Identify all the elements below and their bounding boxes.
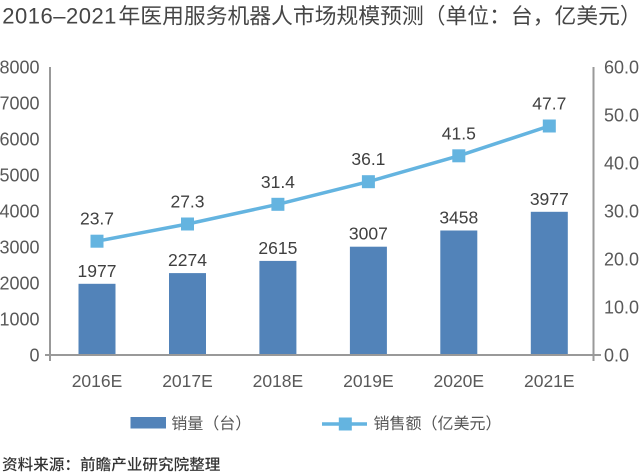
svg-text:2016–2021: 2016–2021 <box>2 4 117 29</box>
svg-text:4000: 4000 <box>0 202 40 222</box>
svg-text:3000: 3000 <box>0 238 40 258</box>
svg-text:2020E: 2020E <box>433 371 484 391</box>
svg-text:47.7: 47.7 <box>532 94 566 114</box>
svg-text:50.0: 50.0 <box>604 106 639 126</box>
svg-text:2019E: 2019E <box>343 371 394 391</box>
svg-text:2000: 2000 <box>0 274 40 294</box>
svg-text:10.0: 10.0 <box>604 298 639 318</box>
svg-text:3977: 3977 <box>530 189 569 209</box>
svg-text:41.5: 41.5 <box>442 123 476 143</box>
svg-text:0: 0 <box>29 346 39 366</box>
svg-text:30.0: 30.0 <box>604 202 639 222</box>
svg-text:1977: 1977 <box>78 261 117 281</box>
svg-text:2615: 2615 <box>258 238 297 258</box>
svg-text:40.0: 40.0 <box>604 154 639 174</box>
svg-text:1000: 1000 <box>0 310 40 330</box>
svg-text:6000: 6000 <box>0 130 40 150</box>
svg-text:23.7: 23.7 <box>80 209 114 229</box>
svg-text:2018E: 2018E <box>253 371 304 391</box>
svg-text:5000: 5000 <box>0 166 40 186</box>
svg-text:2274: 2274 <box>168 250 207 270</box>
svg-text:27.3: 27.3 <box>170 192 204 212</box>
svg-text:60.0: 60.0 <box>604 58 639 78</box>
svg-text:2017E: 2017E <box>162 371 213 391</box>
svg-text:36.1: 36.1 <box>351 149 385 169</box>
svg-text:7000: 7000 <box>0 94 40 114</box>
svg-text:3458: 3458 <box>439 208 478 228</box>
svg-text:3007: 3007 <box>349 224 388 244</box>
svg-text:20.0: 20.0 <box>604 250 639 270</box>
svg-text:0.0: 0.0 <box>604 346 629 366</box>
svg-text:2021E: 2021E <box>524 371 575 391</box>
svg-text:2016E: 2016E <box>72 371 123 391</box>
svg-text:8000: 8000 <box>0 58 40 78</box>
svg-text:31.4: 31.4 <box>261 172 295 192</box>
